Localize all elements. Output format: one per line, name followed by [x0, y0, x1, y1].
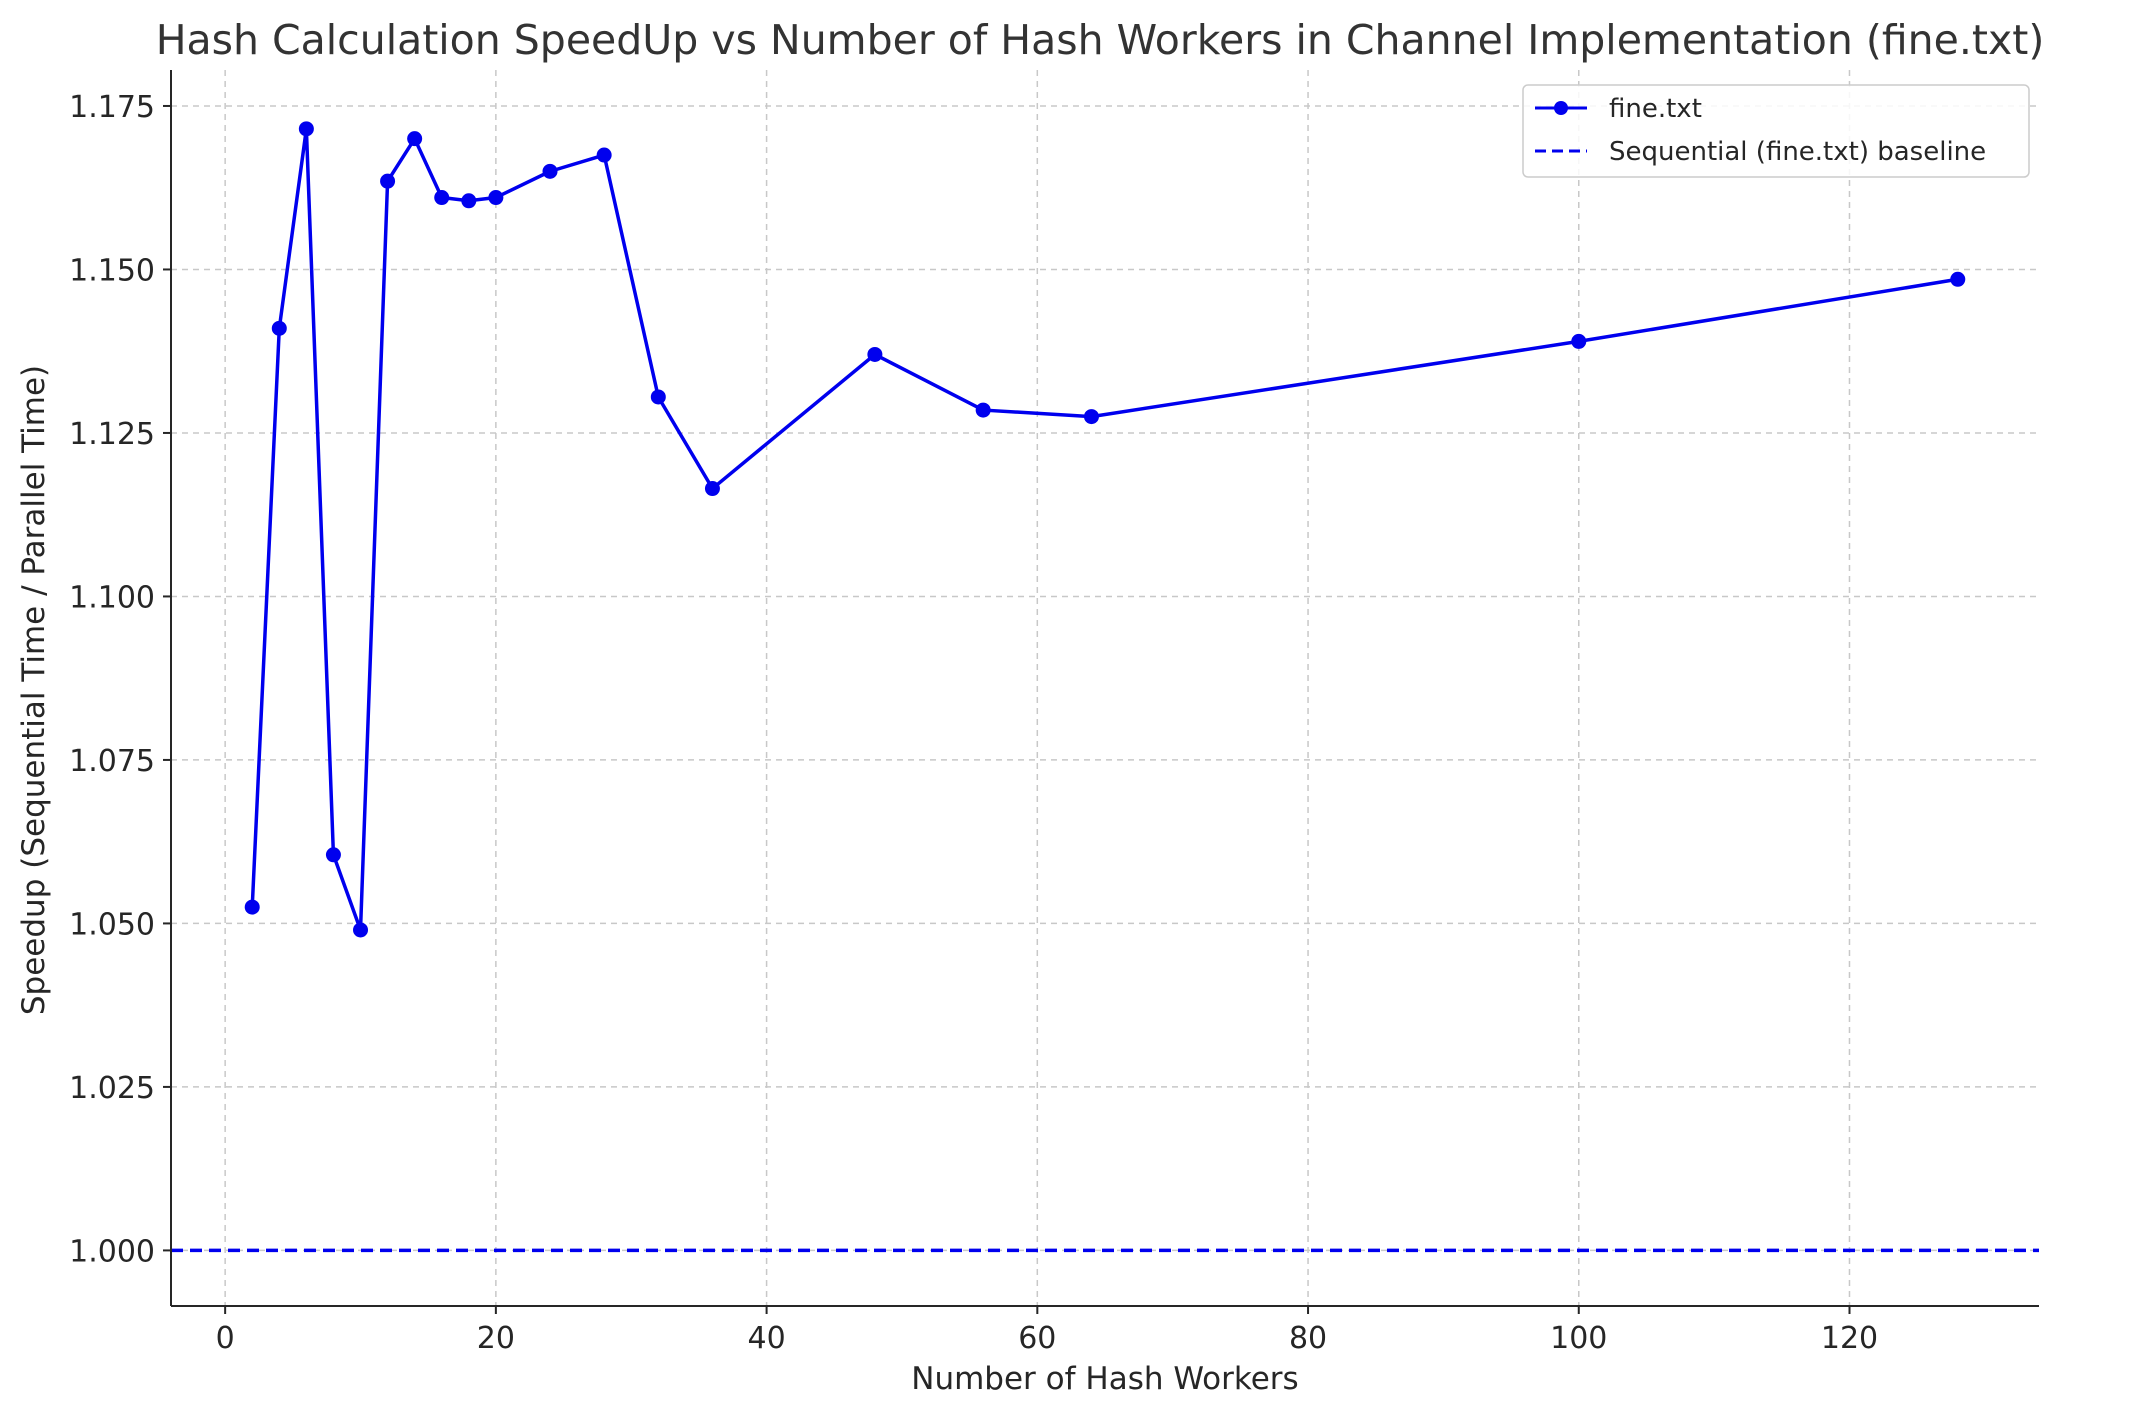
data-point: [1571, 333, 1587, 349]
x-tick-label: 80: [1289, 1321, 1327, 1356]
data-point: [1950, 271, 1966, 287]
data-point: [407, 131, 423, 147]
data-point: [867, 346, 883, 362]
series-layer: [244, 121, 1966, 938]
x-axis-label: Number of Hash Workers: [911, 1361, 1298, 1397]
y-axis-label: Speedup (Sequential Time / Parallel Time…: [16, 365, 52, 1015]
y-tick-label: 1.050: [69, 907, 155, 942]
series-line: [250, 127, 1959, 932]
data-point: [975, 402, 991, 418]
data-point: [704, 481, 720, 497]
data-point: [542, 163, 558, 179]
data-point: [325, 847, 341, 863]
x-tick-label: 120: [1821, 1321, 1878, 1356]
x-tick-label: 60: [1018, 1321, 1056, 1356]
grid: [171, 70, 2039, 1306]
data-point: [244, 899, 260, 915]
legend: fine.txt Sequential (fine.txt) baseline: [1522, 84, 2030, 178]
x-tick-label: 40: [748, 1321, 786, 1356]
data-point: [596, 147, 612, 163]
legend-label-baseline: Sequential (fine.txt) baseline: [1609, 137, 1986, 167]
y-tick-label: 1.150: [69, 253, 155, 288]
y-tick-label: 1.075: [69, 744, 155, 779]
data-point: [380, 173, 396, 189]
y-tick-label: 1.025: [69, 1071, 155, 1106]
y-tick-label: 1.100: [69, 580, 155, 615]
x-tick-label: 100: [1550, 1321, 1607, 1356]
axes: [170, 70, 2039, 1307]
legend-swatch-marker: [1554, 101, 1568, 115]
data-point: [650, 389, 666, 405]
data-point: [461, 193, 477, 209]
y-tick-label: 1.175: [69, 90, 155, 125]
data-point: [1083, 409, 1099, 425]
data-point: [271, 320, 287, 336]
y-tick-label: 1.000: [69, 1234, 155, 1269]
y-tick-label: 1.125: [69, 417, 155, 452]
data-point: [298, 121, 314, 137]
data-point: [353, 922, 369, 938]
legend-box: [1522, 84, 2030, 178]
x-axis-ticks: 0 20 40 60 80 100 120: [216, 1306, 1878, 1356]
y-axis-ticks: 1.000 1.025 1.050 1.075 1.100 1.125 1.150 1.175: [69, 90, 171, 1269]
data-point: [434, 190, 450, 206]
legend-label-series: fine.txt: [1609, 94, 1702, 124]
chart-title: Hash Calculation SpeedUp vs Number of Ha…: [156, 16, 2045, 64]
x-tick-label: 0: [216, 1321, 235, 1356]
x-tick-label: 20: [477, 1321, 515, 1356]
data-point: [488, 190, 504, 206]
